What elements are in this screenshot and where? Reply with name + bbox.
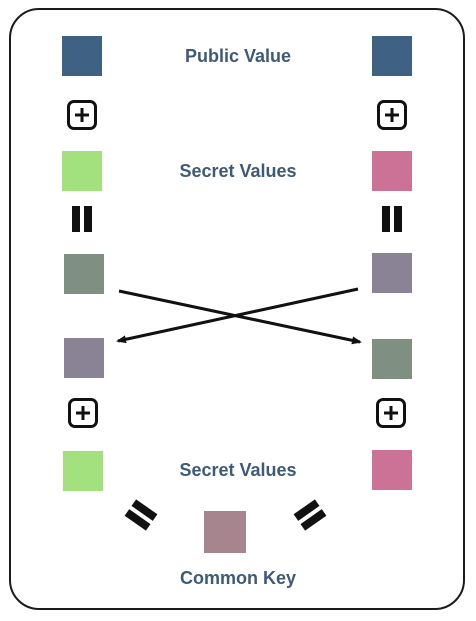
plus-icon-left-top bbox=[67, 100, 97, 130]
plus-icon-right-top bbox=[377, 100, 407, 130]
secret-value-right-square-bottom bbox=[372, 450, 412, 490]
mixture-left-square bbox=[64, 254, 104, 294]
common-key-label: Common Key bbox=[179, 568, 296, 588]
equals-icon-right-top bbox=[378, 204, 406, 234]
public-value-left-square bbox=[62, 36, 102, 76]
public-value-label: Public Value bbox=[184, 46, 292, 66]
secret-values-label-top: Secret Values bbox=[179, 161, 297, 181]
secret-value-right-square bbox=[372, 151, 412, 191]
public-value-right-square bbox=[372, 36, 412, 76]
secret-value-left-square-bottom bbox=[63, 451, 103, 491]
diagram-frame bbox=[9, 8, 465, 610]
plus-icon-left-bottom bbox=[68, 398, 98, 428]
mixture-right-square bbox=[372, 253, 412, 293]
equals-icon-left-top bbox=[68, 204, 96, 234]
secret-values-label-bottom: Secret Values bbox=[179, 460, 297, 480]
received-mixture-right-square bbox=[372, 339, 412, 379]
received-mixture-left-square bbox=[64, 338, 104, 378]
secret-value-left-square bbox=[62, 151, 102, 191]
plus-icon-right-bottom bbox=[376, 398, 406, 428]
common-key-square bbox=[204, 511, 246, 553]
